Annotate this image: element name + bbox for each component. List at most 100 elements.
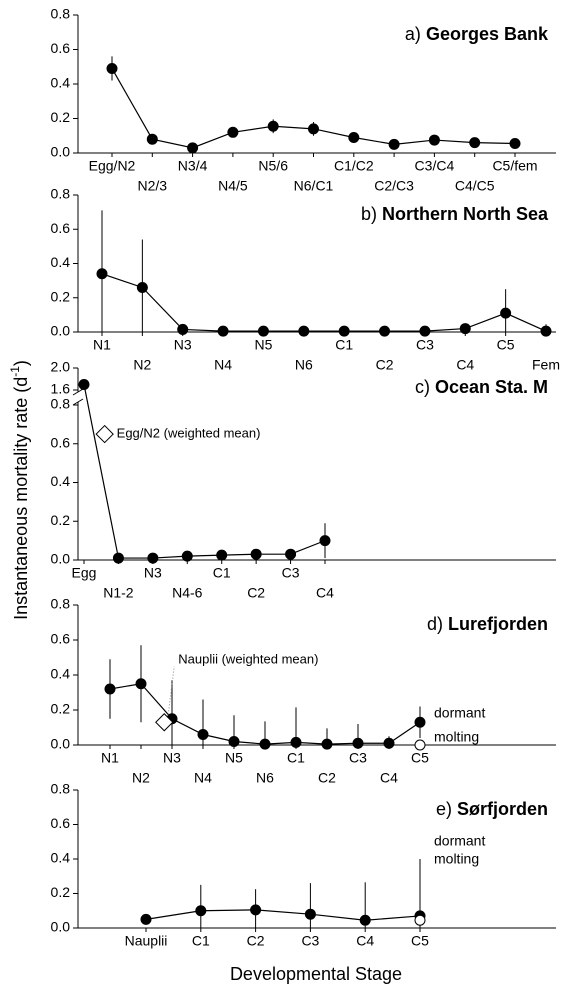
series-line [83,384,326,559]
x-tick-label: N3/4 [178,158,208,174]
x-tick-label: C2 [376,357,394,373]
panel-name: Sørfjorden [457,799,548,819]
series-label: dormant [434,705,485,721]
data-point [469,137,481,149]
y-tick-label: 0.0 [51,736,71,752]
x-tick-label: C5 [411,750,429,766]
x-tick-label: C5/fem [492,158,537,174]
y-label-sup: -1 [8,366,22,377]
x-tick-label: C2 [247,933,265,949]
x-tick-label: N3 [163,750,181,766]
data-point [146,133,158,145]
y-tick-label: 0.4 [51,75,71,91]
panel-name: Lurefjorden [448,614,548,634]
x-axis-label: Developmental Stage [230,964,402,984]
x-tick-label: Nauplii [125,933,168,949]
panel-title: b) Northern North Sea [361,204,549,224]
data-point [388,138,400,150]
y-tick-label: 0.8 [51,596,71,612]
data-point [338,325,350,337]
x-tick-label: N2 [133,357,151,373]
x-tick-label: C4 [356,933,374,949]
panel-title: a) Georges Bank [405,24,549,44]
panel-name: Northern North Sea [382,204,549,224]
y-tick-label: 0.8 [51,186,71,202]
data-point [78,379,90,390]
x-tick-label: N4/5 [218,178,248,194]
x-tick-label: N1-2 [103,585,134,601]
y-tick-label: 0.4 [51,254,71,270]
x-tick-label: C1 [192,933,210,949]
data-point [216,549,228,561]
data-point [414,716,426,728]
y-tick-label: 0.6 [51,631,71,647]
x-tick-label: N4 [194,770,212,786]
data-point [135,678,147,690]
data-point [217,325,229,337]
y-tick-label: 0.4 [51,473,71,489]
series-label: molting [434,729,479,745]
weighted-mean-marker [155,713,174,732]
data-point [319,535,331,547]
x-tick-label: N3 [174,337,192,353]
y-tick-label: 0.6 [51,815,71,831]
x-tick-label: C3 [301,933,319,949]
x-tick-label: C3 [282,565,300,581]
data-point [500,307,512,319]
x-tick-label: C2/C3 [374,178,414,194]
x-tick-label: C1 [213,565,231,581]
y-tick-label: 0.8 [51,781,71,797]
y-tick-label: 0.2 [51,884,71,900]
data-point [304,908,316,920]
data-point [250,904,262,916]
x-tick-label: C4 [316,585,334,601]
panel-label: b) [361,204,377,224]
data-point [197,729,209,740]
x-tick-label: C1 [287,750,305,766]
x-tick-label: C3/C4 [415,158,455,174]
axis-break [72,398,84,406]
x-tick-label: C3 [349,750,367,766]
panel-title: e) Sørfjorden [436,799,548,819]
panel-label: d) [427,614,443,634]
data-point [177,323,189,335]
y-label-end: ) [11,360,31,366]
x-tick-label: N1 [93,337,111,353]
panel-label: a) [405,24,421,44]
data-point [227,126,239,138]
y-tick-label: 0.0 [51,144,71,160]
series-label: dormant [434,833,485,849]
annotation: Egg/N2 (weighted mean) [117,426,261,441]
data-point [459,323,471,335]
x-tick-label: C5 [497,337,515,353]
y-tick-label: 0.4 [51,666,71,682]
y-tick-label: 0.6 [51,434,71,450]
data-point [285,548,297,560]
data-point [348,131,360,143]
panel-title: c) Ocean Sta. M [415,377,548,397]
x-tick-label: N4 [214,357,232,373]
series-line [101,273,547,332]
x-tick-label: Fem [532,357,560,373]
data-point [104,683,116,695]
x-tick-label: C5 [411,933,429,949]
data-point [419,325,431,337]
x-tick-label: N5/6 [258,158,288,174]
x-tick-label: N6/C1 [294,178,334,194]
y-axis-label: Instantaneous mortality rate (d-1) [8,360,31,620]
series-label: molting [434,851,479,867]
x-tick-label: Egg/N2 [89,158,136,174]
data-point [290,736,302,748]
x-tick-label: N1 [101,750,119,766]
data-point [112,552,124,564]
x-tick-label: N6 [256,770,274,786]
series-line [111,68,516,149]
y-tick-label: 0.8 [51,6,71,22]
y-tick-label: 0.0 [51,323,71,339]
data-point [359,914,371,926]
data-point [187,142,199,154]
y-tick-label: 0.8 [51,396,71,412]
data-point [414,914,426,926]
x-tick-label: C2 [318,770,336,786]
x-tick-label: C1 [335,337,353,353]
